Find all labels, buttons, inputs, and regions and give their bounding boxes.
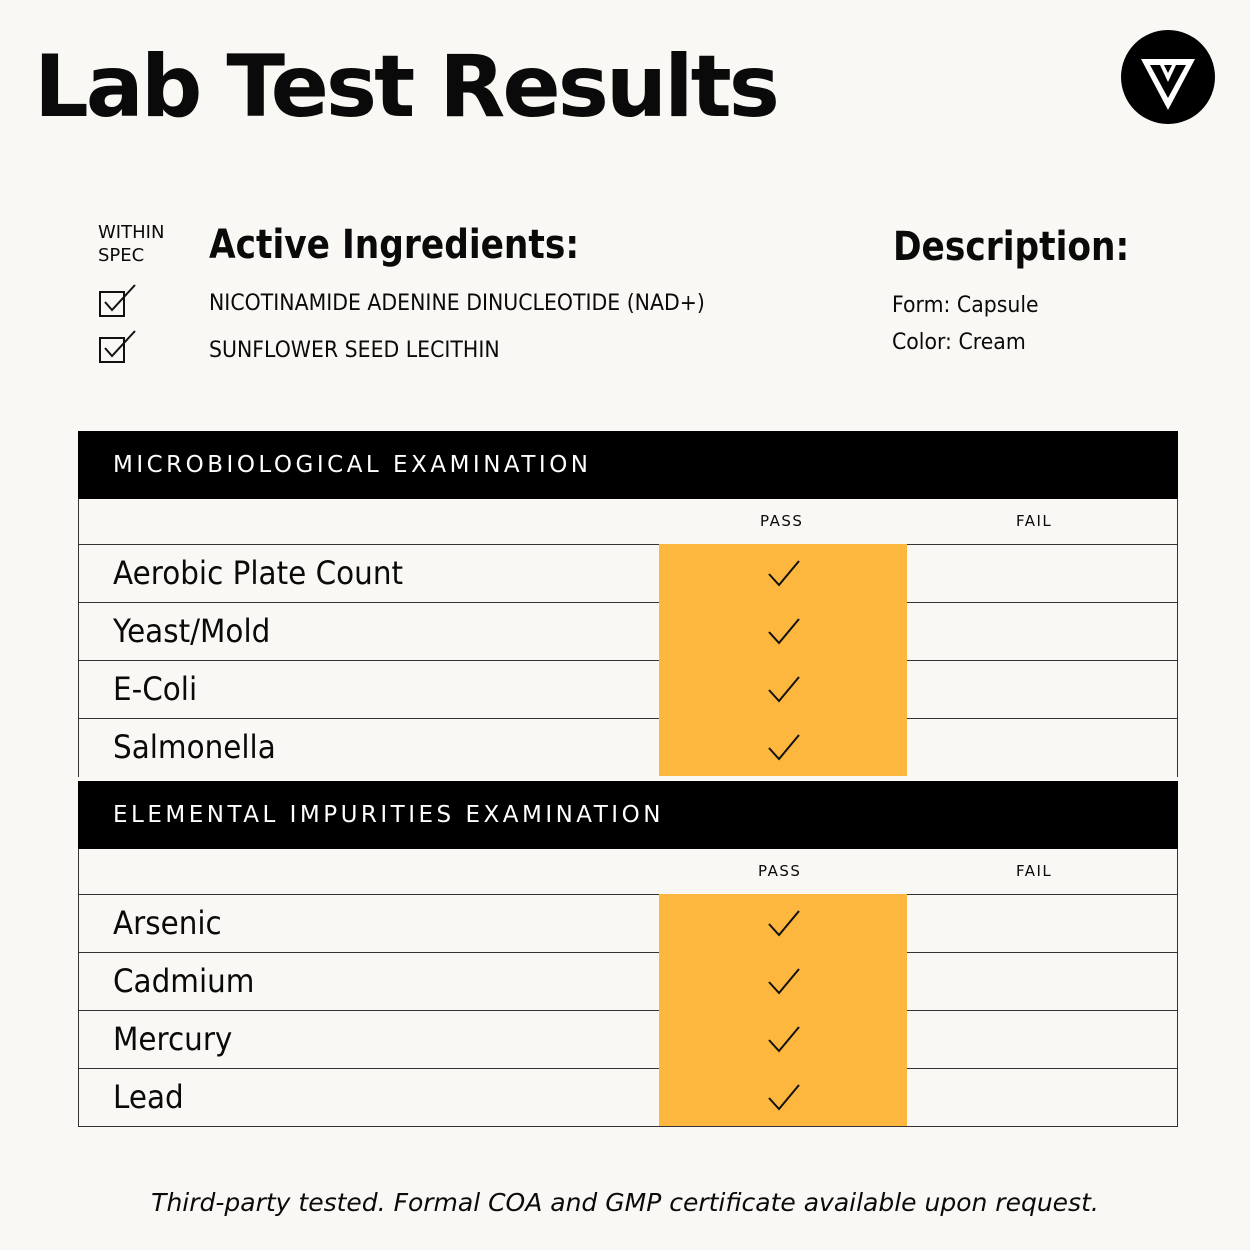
checkmark-icon [768,1084,800,1111]
chevron-v-logo-icon [1121,30,1215,124]
test-name: Yeast/Mold [113,612,271,650]
test-name: Arsenic [113,904,222,942]
column-header-row: PASS FAIL [78,849,1178,895]
fail-column-label: FAIL [1016,512,1053,530]
table-title: MICROBIOLOGICAL EXAMINATION [78,431,1178,499]
pass-cell [659,1068,907,1126]
checkmark-icon [768,618,800,645]
checkmark-icon [768,910,800,937]
checkmark-icon [768,676,800,703]
ingredient-item: SUNFLOWER SEED LECITHIN [209,338,500,363]
checkbox-checked-icon [99,330,136,363]
pass-cell [659,718,907,776]
pass-cell [659,602,907,661]
pass-column-label: PASS [758,862,802,880]
ingredient-item: NICOTINAMIDE ADENINE DINUCLEOTIDE (NAD+) [209,291,705,316]
test-name: Salmonella [113,728,276,766]
pass-column-label: PASS [760,512,804,530]
pass-cell [659,1010,907,1069]
active-ingredients-heading: Active Ingredients: [209,222,580,268]
checkmark-icon [768,968,800,995]
checkbox-checked-icon [99,284,136,317]
page-title: Lab Test Results [34,37,780,137]
test-name: Cadmium [113,962,255,1000]
test-name: E-Coli [113,670,198,708]
within-spec-label: WITHIN SPEC [98,221,164,267]
pass-cell [659,894,907,953]
test-name: Aerobic Plate Count [113,554,404,592]
table-row: E-Coli [78,660,1178,719]
table-row: Lead [78,1068,1178,1127]
description-form: Form: Capsule [892,293,1039,318]
test-name: Lead [113,1078,184,1116]
within-spec-line1: WITHIN [98,222,165,243]
pass-cell [659,952,907,1011]
table-row: Yeast/Mold [78,602,1178,661]
checkmark-icon [768,734,800,761]
description-color: Color: Cream [892,330,1026,355]
table-row: Arsenic [78,894,1178,953]
description-heading: Description: [893,224,1130,270]
table-title: ELEMENTAL IMPURITIES EXAMINATION [78,781,1178,849]
table-row: Cadmium [78,952,1178,1011]
test-name: Mercury [113,1020,233,1058]
pass-cell [659,660,907,719]
table-row: Mercury [78,1010,1178,1069]
column-header-row: PASS FAIL [78,499,1178,545]
pass-cell [659,544,907,603]
fail-column-label: FAIL [1016,862,1053,880]
microbiological-table: MICROBIOLOGICAL EXAMINATION PASS FAIL Ae… [78,431,1178,777]
checkmark-icon [768,560,800,587]
within-spec-line2: SPEC [98,245,145,266]
table-row: Salmonella [78,718,1178,777]
elemental-impurities-table: ELEMENTAL IMPURITIES EXAMINATION PASS FA… [78,781,1178,1127]
footer-note: Third-party tested. Formal COA and GMP c… [151,1188,1099,1217]
checkmark-icon [768,1026,800,1053]
table-row: Aerobic Plate Count [78,544,1178,603]
